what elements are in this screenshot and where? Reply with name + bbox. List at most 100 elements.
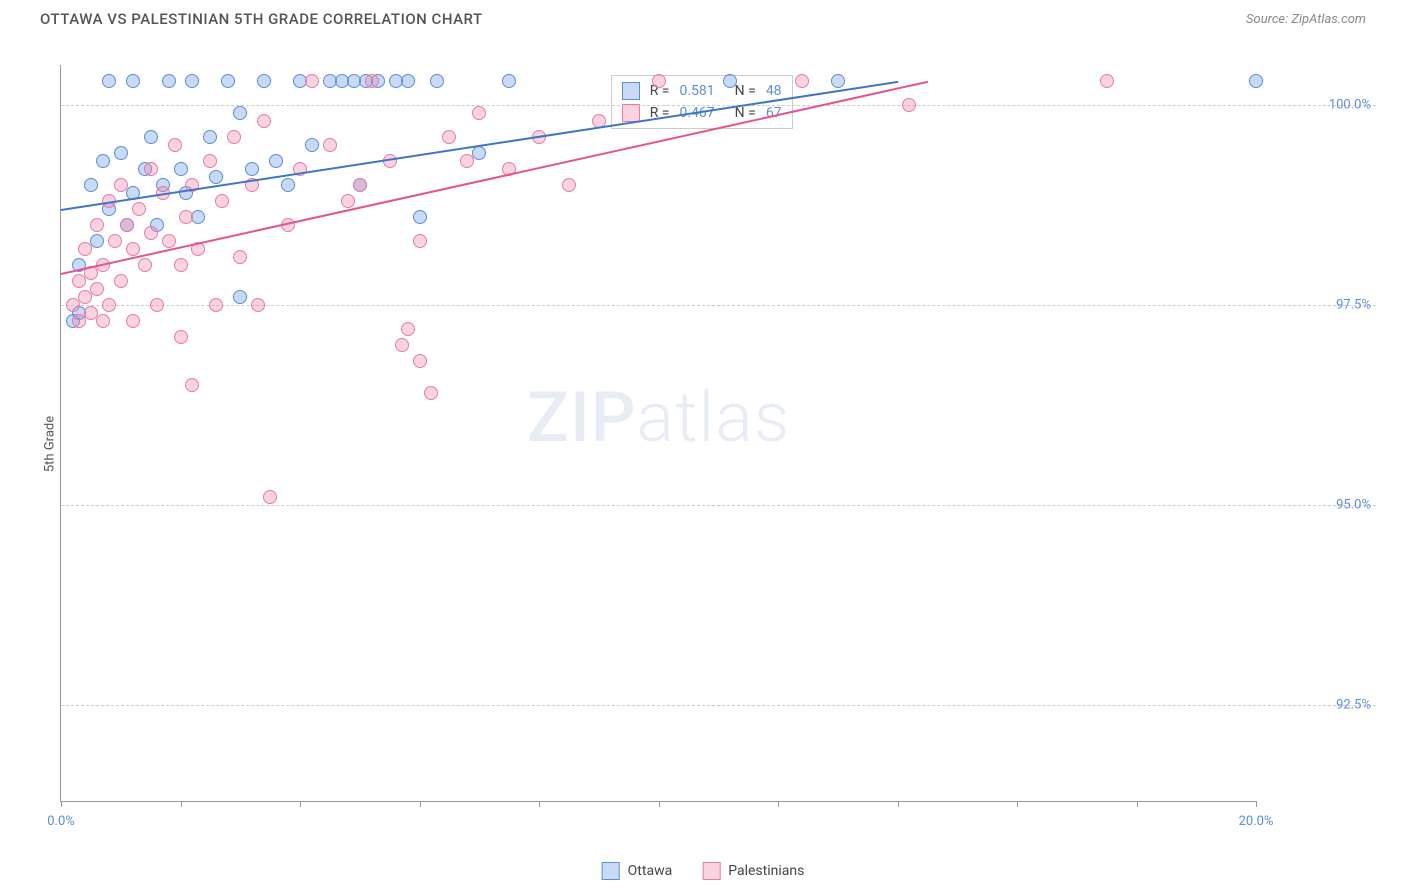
x-tick-label: 20.0% bbox=[1239, 814, 1274, 829]
stats-swatch bbox=[622, 104, 640, 122]
data-point bbox=[179, 210, 193, 224]
data-point bbox=[174, 258, 188, 272]
data-point bbox=[150, 298, 164, 312]
x-tick bbox=[1137, 801, 1138, 807]
data-point bbox=[1249, 74, 1263, 88]
x-tick bbox=[778, 801, 779, 807]
data-point bbox=[185, 74, 199, 88]
trend-line bbox=[61, 81, 899, 211]
stats-row: R =0.581N =48 bbox=[622, 80, 782, 102]
data-point bbox=[263, 490, 277, 504]
data-point bbox=[126, 74, 140, 88]
stats-n-value: 48 bbox=[766, 83, 782, 99]
data-point bbox=[472, 146, 486, 160]
data-point bbox=[90, 282, 104, 296]
data-point bbox=[424, 386, 438, 400]
data-point bbox=[162, 234, 176, 248]
data-point bbox=[1100, 74, 1114, 88]
data-point bbox=[102, 298, 116, 312]
data-point bbox=[460, 154, 474, 168]
chart-header: OTTAWA VS PALESTINIAN 5TH GRADE CORRELAT… bbox=[0, 0, 1406, 38]
y-axis-title: 5th Grade bbox=[43, 415, 58, 471]
watermark-light: atlas bbox=[636, 377, 790, 459]
data-point bbox=[203, 154, 217, 168]
data-point bbox=[795, 74, 809, 88]
x-tick bbox=[659, 801, 660, 807]
legend-swatch bbox=[602, 862, 620, 880]
chart-container: 5th Grade ZIPatlas R =0.581N =48R =0.467… bbox=[60, 55, 1376, 832]
data-point bbox=[323, 138, 337, 152]
data-point bbox=[102, 74, 116, 88]
data-point bbox=[257, 74, 271, 88]
data-point bbox=[209, 298, 223, 312]
data-point bbox=[138, 258, 152, 272]
data-point bbox=[281, 178, 295, 192]
data-point bbox=[341, 194, 355, 208]
legend-item: Palestinians bbox=[702, 862, 804, 880]
data-point bbox=[723, 74, 737, 88]
data-point bbox=[191, 210, 205, 224]
x-tick bbox=[1017, 801, 1018, 807]
data-point bbox=[305, 138, 319, 152]
data-point bbox=[174, 330, 188, 344]
data-point bbox=[90, 218, 104, 232]
y-tick-label: 92.5% bbox=[1261, 698, 1371, 713]
data-point bbox=[209, 170, 223, 184]
data-point bbox=[144, 226, 158, 240]
data-point bbox=[227, 130, 241, 144]
grid-line bbox=[61, 505, 1376, 506]
data-point bbox=[120, 218, 134, 232]
data-point bbox=[442, 130, 456, 144]
data-point bbox=[114, 274, 128, 288]
data-point bbox=[395, 338, 409, 352]
data-point bbox=[126, 242, 140, 256]
x-tick bbox=[300, 801, 301, 807]
data-point bbox=[233, 290, 247, 304]
data-point bbox=[168, 138, 182, 152]
data-point bbox=[365, 74, 379, 88]
data-point bbox=[108, 234, 122, 248]
legend-bottom: Ottawa Palestinians bbox=[602, 862, 805, 880]
data-point bbox=[221, 74, 235, 88]
data-point bbox=[78, 242, 92, 256]
legend-item: Ottawa bbox=[602, 862, 673, 880]
x-tick bbox=[898, 801, 899, 807]
data-point bbox=[401, 74, 415, 88]
chart-source: Source: ZipAtlas.com bbox=[1246, 12, 1366, 27]
data-point bbox=[144, 130, 158, 144]
stats-swatch bbox=[622, 82, 640, 100]
y-tick-label: 100.0% bbox=[1261, 98, 1371, 113]
data-point bbox=[114, 146, 128, 160]
data-point bbox=[413, 234, 427, 248]
plot-area: ZIPatlas R =0.581N =48R =0.467N =67 100.… bbox=[60, 65, 1256, 802]
watermark-bold: ZIP bbox=[527, 377, 637, 459]
data-point bbox=[245, 162, 259, 176]
data-point bbox=[174, 162, 188, 176]
stats-n-label: N = bbox=[735, 83, 756, 99]
data-point bbox=[257, 114, 271, 128]
data-point bbox=[114, 178, 128, 192]
data-point bbox=[353, 178, 367, 192]
data-point bbox=[126, 314, 140, 328]
y-tick-label: 97.5% bbox=[1261, 298, 1371, 313]
data-point bbox=[96, 154, 110, 168]
data-point bbox=[185, 378, 199, 392]
data-point bbox=[132, 202, 146, 216]
chart-title: OTTAWA VS PALESTINIAN 5TH GRADE CORRELAT… bbox=[40, 10, 483, 28]
data-point bbox=[413, 354, 427, 368]
data-point bbox=[96, 314, 110, 328]
data-point bbox=[401, 322, 415, 336]
x-tick bbox=[61, 801, 62, 807]
data-point bbox=[472, 106, 486, 120]
grid-line bbox=[61, 705, 1376, 706]
grid-line bbox=[61, 105, 1376, 106]
data-point bbox=[831, 74, 845, 88]
data-point bbox=[430, 74, 444, 88]
data-point bbox=[90, 234, 104, 248]
data-point bbox=[233, 250, 247, 264]
data-point bbox=[562, 178, 576, 192]
legend-label: Palestinians bbox=[728, 863, 804, 879]
data-point bbox=[413, 210, 427, 224]
stats-r-value: 0.581 bbox=[679, 83, 714, 99]
y-tick-label: 95.0% bbox=[1261, 498, 1371, 513]
